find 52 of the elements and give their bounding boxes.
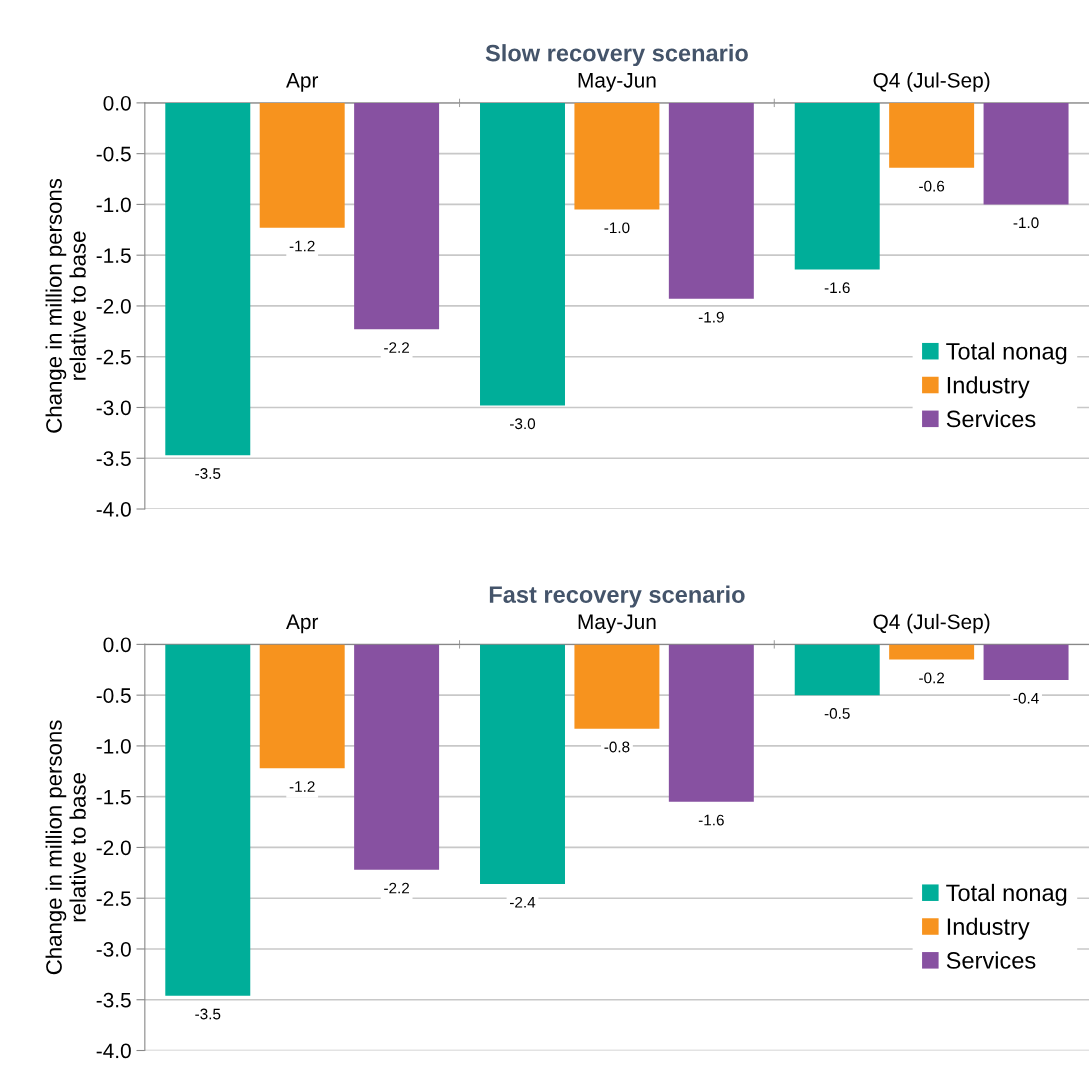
- data-label: -3.5: [195, 1008, 221, 1020]
- y-tick-label: -0.5: [96, 146, 131, 162]
- y-tick-label: -1.0: [96, 197, 131, 213]
- data-label: -1.6: [824, 282, 850, 294]
- data-label: -2.2: [384, 342, 410, 353]
- data-label: -2.2: [384, 882, 410, 894]
- x-tick-label: Apr: [286, 614, 319, 634]
- legend-label: Total nonag: [946, 883, 1067, 906]
- y-tick-label: -3.0: [96, 400, 131, 416]
- data-label: -0.2: [919, 672, 945, 684]
- data-label: -3.5: [195, 468, 221, 479]
- y-tick-label: -1.5: [96, 248, 131, 263]
- legend-label: Industry: [947, 917, 1030, 940]
- legend-label: Total nonag: [946, 342, 1067, 365]
- y-tick-label: -2.0: [96, 840, 131, 856]
- data-label: -0.5: [824, 708, 850, 719]
- data-label: -1.6: [698, 814, 724, 826]
- x-tick-label: May-Jun: [578, 73, 656, 92]
- y-tick-label: -3.0: [96, 941, 131, 957]
- chart-title: Fast recovery scenario: [489, 585, 745, 608]
- data-label: -1.2: [289, 781, 315, 792]
- y-tick-label: -1.0: [96, 738, 131, 754]
- x-tick-label: May-Jun: [578, 614, 656, 634]
- y-tick-label: -2.5: [96, 349, 131, 365]
- y-tick-label: -4.0: [96, 502, 131, 517]
- y-tick-label: 0.0: [103, 95, 131, 111]
- y-axis-title: Change in million persons relative to base: [45, 720, 86, 975]
- legend-label: Industry: [947, 376, 1030, 399]
- x-tick-label: Q4 (Jul-Sep): [873, 613, 990, 634]
- y-tick-label: 0.0: [103, 637, 131, 653]
- chart-title: Slow recovery scenario: [485, 44, 748, 67]
- data-label: -0.4: [1013, 692, 1039, 704]
- y-tick-label: -0.5: [96, 688, 131, 703]
- x-tick-label: Apr: [286, 73, 319, 92]
- data-label: -1.0: [604, 222, 630, 234]
- y-tick-label: -4.0: [96, 1043, 131, 1059]
- y-tick-label: -1.5: [96, 789, 131, 805]
- y-axis-title: Change in million persons relative to base: [45, 178, 86, 433]
- data-label: -1.9: [698, 311, 724, 323]
- data-label: -2.4: [510, 896, 536, 908]
- data-label: -1.2: [289, 240, 315, 252]
- y-tick-label: -3.5: [96, 451, 131, 466]
- data-label: -0.6: [919, 180, 945, 192]
- x-tick-label: Q4 (Jul-Sep): [873, 72, 990, 92]
- data-label: -3.0: [510, 418, 536, 430]
- legend-label: Services: [946, 409, 1036, 428]
- y-tick-label: -3.5: [96, 992, 131, 1008]
- y-tick-label: -2.0: [96, 298, 131, 314]
- data-label: -0.8: [604, 741, 630, 753]
- data-label: -1.0: [1013, 217, 1039, 229]
- legend-label: Services: [946, 951, 1036, 969]
- y-tick-label: -2.5: [96, 891, 131, 906]
